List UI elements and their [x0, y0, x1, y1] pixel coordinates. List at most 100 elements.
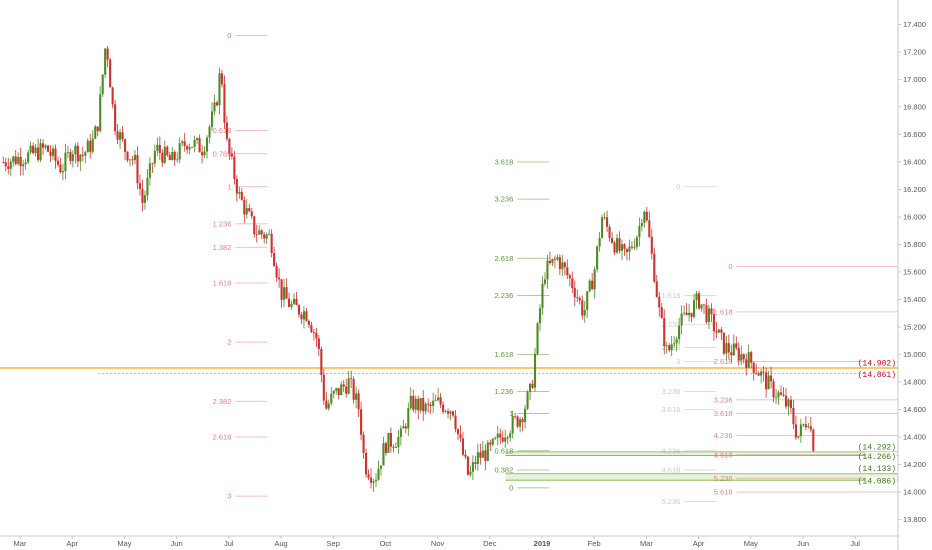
- candle: [188, 143, 191, 155]
- candle: [685, 303, 688, 316]
- candle: [327, 399, 330, 411]
- candle-body: [285, 287, 288, 299]
- candle: [317, 334, 320, 357]
- candle-body: [342, 384, 345, 387]
- candle: [347, 370, 350, 395]
- candle: [464, 449, 467, 460]
- candle-body: [265, 234, 268, 239]
- candle-body: [812, 429, 815, 451]
- candle: [64, 143, 67, 180]
- price-tick-label: 16.200: [903, 185, 926, 194]
- candle-body: [89, 140, 92, 152]
- candle-body: [424, 403, 427, 412]
- candle-body: [499, 433, 502, 438]
- candle: [86, 138, 89, 153]
- candle-body: [186, 146, 189, 150]
- candle: [322, 368, 325, 405]
- candle-body: [745, 359, 748, 368]
- candle-body: [760, 371, 763, 376]
- candle: [302, 306, 305, 329]
- candle-body: [7, 166, 10, 169]
- candle-body: [382, 443, 385, 466]
- candle: [193, 135, 196, 153]
- candle-body: [369, 477, 373, 483]
- candle: [248, 203, 251, 213]
- candle: [397, 430, 400, 454]
- candle-body: [484, 450, 487, 461]
- candle: [613, 240, 616, 256]
- candle-body: [322, 374, 325, 401]
- candle-body: [131, 159, 134, 161]
- candle-body: [312, 332, 315, 333]
- fib-level-label: 1.236: [495, 387, 514, 396]
- price-axis[interactable]: 13.800 14.000 14.200 14.400 14.600 14.800 15.0…: [897, 0, 926, 550]
- fib-level-label: 3.618: [495, 158, 514, 167]
- candle-body: [258, 230, 261, 235]
- candle-body: [625, 248, 629, 252]
- candle: [143, 190, 146, 210]
- candle: [19, 148, 22, 176]
- candle: [362, 431, 365, 459]
- candle: [315, 327, 318, 348]
- candle: [469, 465, 472, 477]
- price-tag-bg: [865, 358, 897, 367]
- fib-level-label: 4.236: [662, 446, 681, 455]
- candle: [280, 279, 283, 308]
- candle-body: [717, 329, 720, 333]
- candle: [422, 390, 425, 421]
- time-axis[interactable]: Mar Apr May Jun Jul Aug Sep Oct Nov Dec 2019 Feb Mar…: [0, 535, 898, 548]
- candle: [337, 388, 340, 400]
- candle-body: [156, 144, 159, 151]
- candle-body: [444, 411, 447, 412]
- candle-body: [802, 424, 805, 426]
- candle: [782, 387, 785, 398]
- candle-body: [379, 465, 383, 469]
- candle-body: [374, 479, 378, 482]
- candle: [273, 247, 276, 267]
- candle: [168, 151, 171, 161]
- candle: [233, 151, 236, 185]
- fib-level-label: 3.618: [714, 409, 733, 418]
- candle: [116, 124, 119, 145]
- candle-body: [665, 345, 668, 347]
- candle: [101, 74, 104, 98]
- candle-body: [278, 277, 281, 280]
- candle-body: [34, 147, 37, 154]
- candle: [374, 472, 378, 488]
- candle: [146, 168, 149, 201]
- candle-body: [804, 424, 807, 428]
- candle-body: [536, 323, 539, 354]
- candle: [377, 460, 380, 481]
- candle-body: [730, 352, 733, 356]
- candle-body: [213, 102, 216, 112]
- candle: [158, 136, 161, 160]
- candle-body: [630, 246, 633, 248]
- candle-body: [198, 138, 201, 153]
- candle: [762, 366, 765, 382]
- candle: [499, 428, 502, 445]
- candle-body: [223, 84, 226, 123]
- candle-body: [412, 395, 415, 410]
- candle: [228, 137, 231, 161]
- candle-body: [178, 143, 181, 160]
- candle-body: [407, 408, 410, 429]
- candle-body: [121, 132, 124, 140]
- candle-body: [193, 140, 196, 147]
- candle: [526, 390, 529, 411]
- candle: [295, 292, 298, 306]
- candle-body: [548, 260, 551, 263]
- candle: [586, 291, 589, 319]
- candle: [588, 278, 591, 293]
- candle-body: [340, 384, 343, 396]
- candle: [514, 412, 517, 420]
- candle: [156, 137, 159, 156]
- candle: [12, 155, 15, 167]
- price-tick-label: 14.000: [903, 488, 926, 497]
- candle-body: [755, 372, 758, 374]
- candle-body: [2, 162, 5, 163]
- candle: [22, 159, 25, 176]
- candle-body: [96, 126, 99, 132]
- fib-level-label: 0: [728, 262, 732, 271]
- candle-body: [712, 314, 715, 332]
